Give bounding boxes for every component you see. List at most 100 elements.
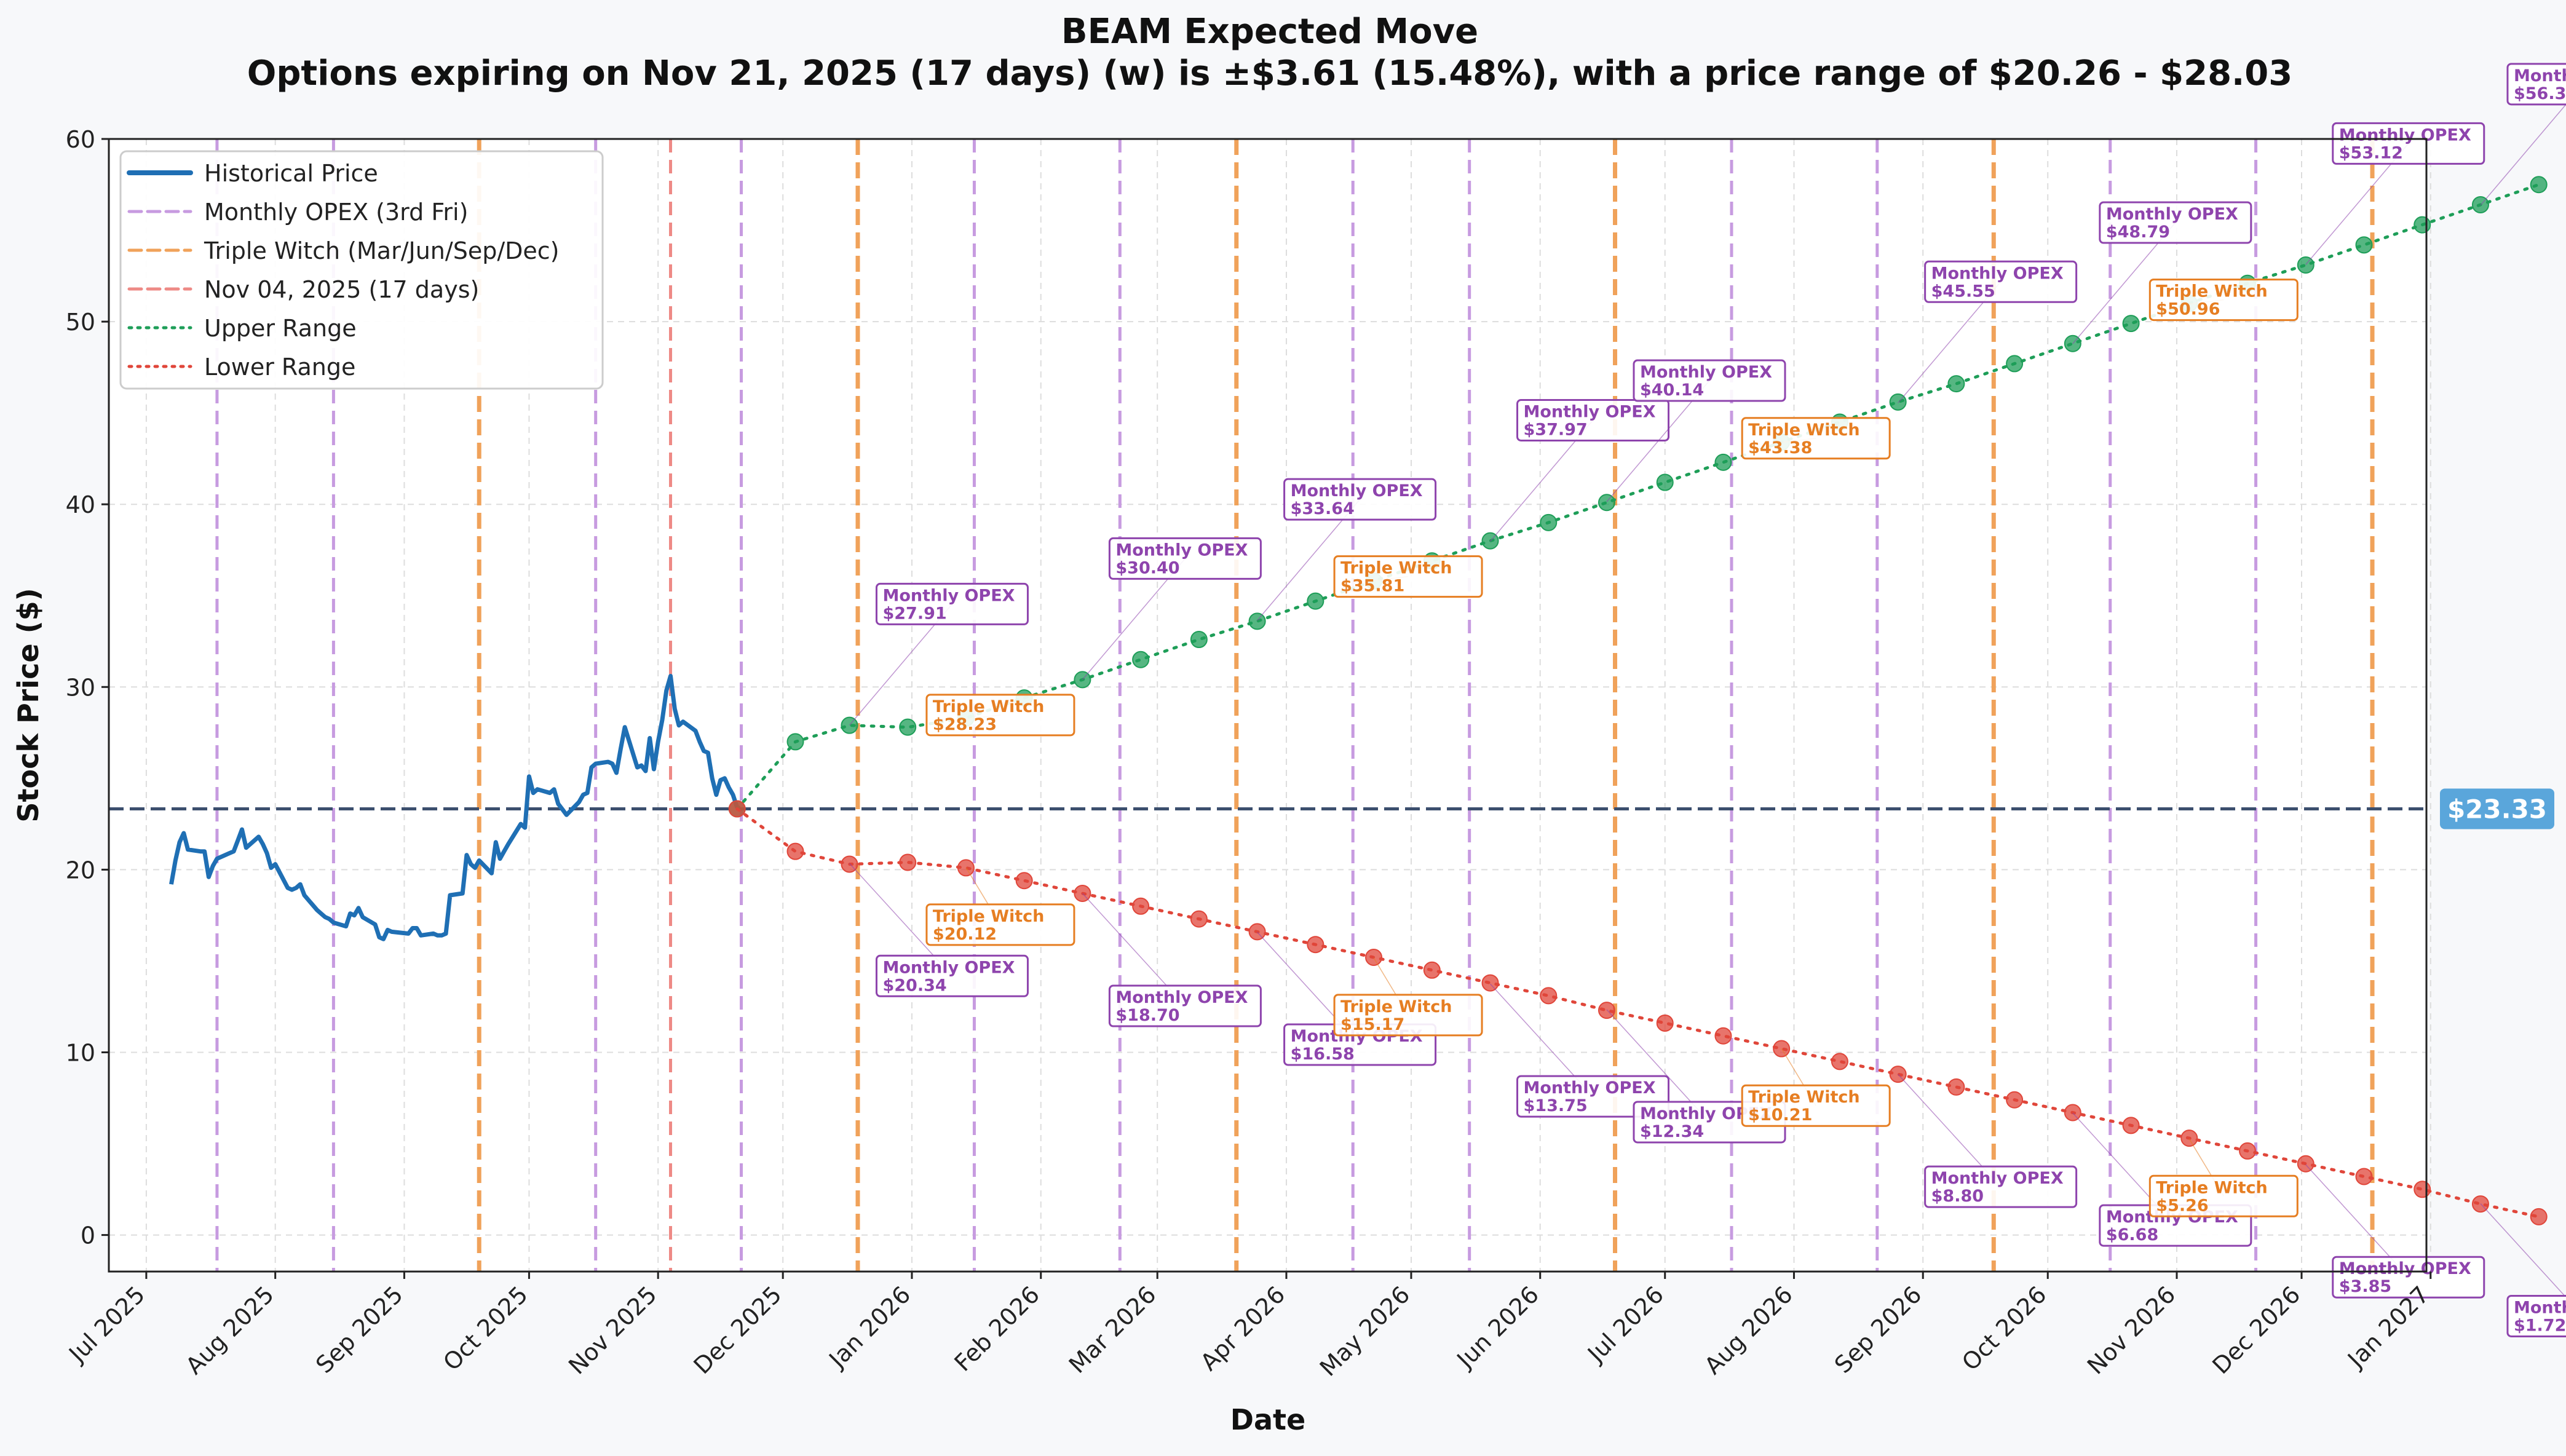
annotation-value: $5.26 xyxy=(2156,1196,2208,1215)
annotation-box xyxy=(1924,1165,2078,1208)
annotation-value: $13.75 xyxy=(1524,1096,1588,1115)
series-lines xyxy=(169,176,2548,1225)
upper-range-point xyxy=(2530,176,2548,194)
annotation-value: $1.72 xyxy=(2514,1316,2566,1335)
lower-range-point xyxy=(1365,948,1383,966)
lower-range-point xyxy=(1540,987,1558,1005)
annotation-title: Monthly OPEX xyxy=(2514,66,2566,85)
upper-range-point xyxy=(1190,631,1208,649)
lower-range-point xyxy=(2180,1130,2198,1147)
annotation-title: Monthly OPEX xyxy=(1640,363,1772,382)
lower-range-point xyxy=(1831,1053,1848,1070)
annotation-title: Monthly OPEX xyxy=(1524,403,1656,422)
chart-subtitle: Options expiring on Nov 21, 2025 (17 day… xyxy=(247,53,2293,93)
annotation-box xyxy=(1283,478,1437,521)
grid-lines xyxy=(109,138,2431,1272)
lower-range-line xyxy=(735,807,2541,1219)
annotation-box xyxy=(1516,1075,1670,1118)
annotation-value: $53.12 xyxy=(2339,143,2403,162)
lower-range-point xyxy=(786,842,804,860)
lower-range-point xyxy=(2414,1181,2431,1198)
annotation-value: $18.70 xyxy=(1115,1006,1179,1025)
annotation-value: $12.34 xyxy=(1640,1122,1704,1141)
current-price-label: $23.33 xyxy=(2447,794,2547,824)
annotation-leader xyxy=(2480,103,2566,206)
upper-range-point xyxy=(2122,315,2140,333)
y-axis-label: Stock Price ($) xyxy=(12,588,45,822)
lower-range-point xyxy=(1481,974,1499,992)
lower-range-point xyxy=(1190,910,1208,928)
annotation-box xyxy=(1333,994,1483,1037)
annotation-value: $8.80 xyxy=(1931,1187,1984,1206)
upper-range-point xyxy=(1132,651,1150,668)
annotation-box xyxy=(1516,399,1670,442)
annotation-title: Monthly OPEX xyxy=(2514,1298,2566,1317)
lower-range-point xyxy=(2239,1142,2257,1160)
upper-range-point xyxy=(841,716,858,734)
legend-label: Triple Witch (Mar/Jun/Sep/Dec) xyxy=(204,237,559,264)
annotation-value: $43.38 xyxy=(1748,438,1812,457)
lower-range-point xyxy=(2122,1117,2140,1134)
annotation-value: $37.97 xyxy=(1524,421,1588,440)
annotation-title: Monthly OPEX xyxy=(1291,481,1423,501)
legend-label: Nov 04, 2025 (17 days) xyxy=(204,276,479,303)
lower-range-point xyxy=(1714,1027,1732,1045)
annotation-value: $20.34 xyxy=(882,976,946,995)
annotation-box xyxy=(2506,63,2566,106)
lower-range-point xyxy=(1656,1014,1674,1032)
annotation-box xyxy=(875,582,1029,625)
upper-range-point xyxy=(2414,216,2431,234)
annotation-box xyxy=(2332,122,2485,165)
annotation-title: Triple Witch xyxy=(1748,1088,1860,1107)
reference-lines xyxy=(109,139,2426,1272)
lower-range-point xyxy=(1307,936,1325,954)
lower-range-point xyxy=(2064,1104,2081,1122)
annotation-box xyxy=(1108,537,1262,580)
historical-price-line xyxy=(169,674,740,941)
current-price-badge-group: $23.33 xyxy=(2440,788,2554,829)
annotation-title: Monthly OPEX xyxy=(1524,1078,1656,1098)
upper-range-point xyxy=(1598,494,1615,512)
y-tick-label: 10 xyxy=(66,1039,95,1066)
lower-range-point xyxy=(1248,923,1266,941)
y-tick-label: 50 xyxy=(66,309,95,336)
annotation-title: Triple Witch xyxy=(933,907,1045,926)
annotation-box xyxy=(1741,417,1891,460)
annotation-title: Monthly OPEX xyxy=(882,586,1015,605)
annotation-title: Triple Witch xyxy=(2156,1178,2268,1197)
annotation-value: $50.96 xyxy=(2156,300,2220,319)
annotation-box xyxy=(2506,1294,2566,1337)
chart-title: BEAM Expected Move xyxy=(1061,12,1478,52)
legend-label: Lower Range xyxy=(204,354,355,381)
x-axis-label: Date xyxy=(1230,1403,1305,1436)
annotation-box xyxy=(1108,984,1262,1027)
annotation-title: Monthly OPEX xyxy=(2106,205,2238,224)
annotation-value: $6.68 xyxy=(2106,1225,2158,1244)
upper-range-point xyxy=(1656,473,1674,491)
annotation-title: Triple Witch xyxy=(2156,282,2268,301)
annotation-box xyxy=(875,954,1029,997)
y-tick-label: 30 xyxy=(66,674,95,701)
annotation-box xyxy=(925,694,1075,737)
annotation-title: Triple Witch xyxy=(1340,559,1452,578)
legend: Historical Price Monthly OPEX (3rd Fri) Tr… xyxy=(119,150,604,390)
annotation-value: $40.14 xyxy=(1640,381,1704,400)
upper-range-point xyxy=(2297,256,2315,274)
y-tick-label: 20 xyxy=(66,857,95,884)
annotation-value: $45.55 xyxy=(1931,282,1995,301)
upper-range-point xyxy=(786,733,804,751)
lower-range-point xyxy=(1423,961,1441,979)
annotation-box xyxy=(1333,555,1483,598)
upper-range-point xyxy=(1307,592,1325,610)
annotation-value: $30.40 xyxy=(1115,558,1179,577)
annotation-value: $28.23 xyxy=(933,715,997,734)
current-price-badge xyxy=(2440,788,2554,829)
legend-label: Monthly OPEX (3rd Fri) xyxy=(204,199,468,226)
legend-box xyxy=(119,150,604,390)
annotation-title: Triple Witch xyxy=(933,697,1045,716)
upper-range-point xyxy=(1947,375,1965,393)
annotation-title: Monthly OPEX xyxy=(1115,540,1248,560)
lower-range-point xyxy=(2530,1208,2548,1225)
